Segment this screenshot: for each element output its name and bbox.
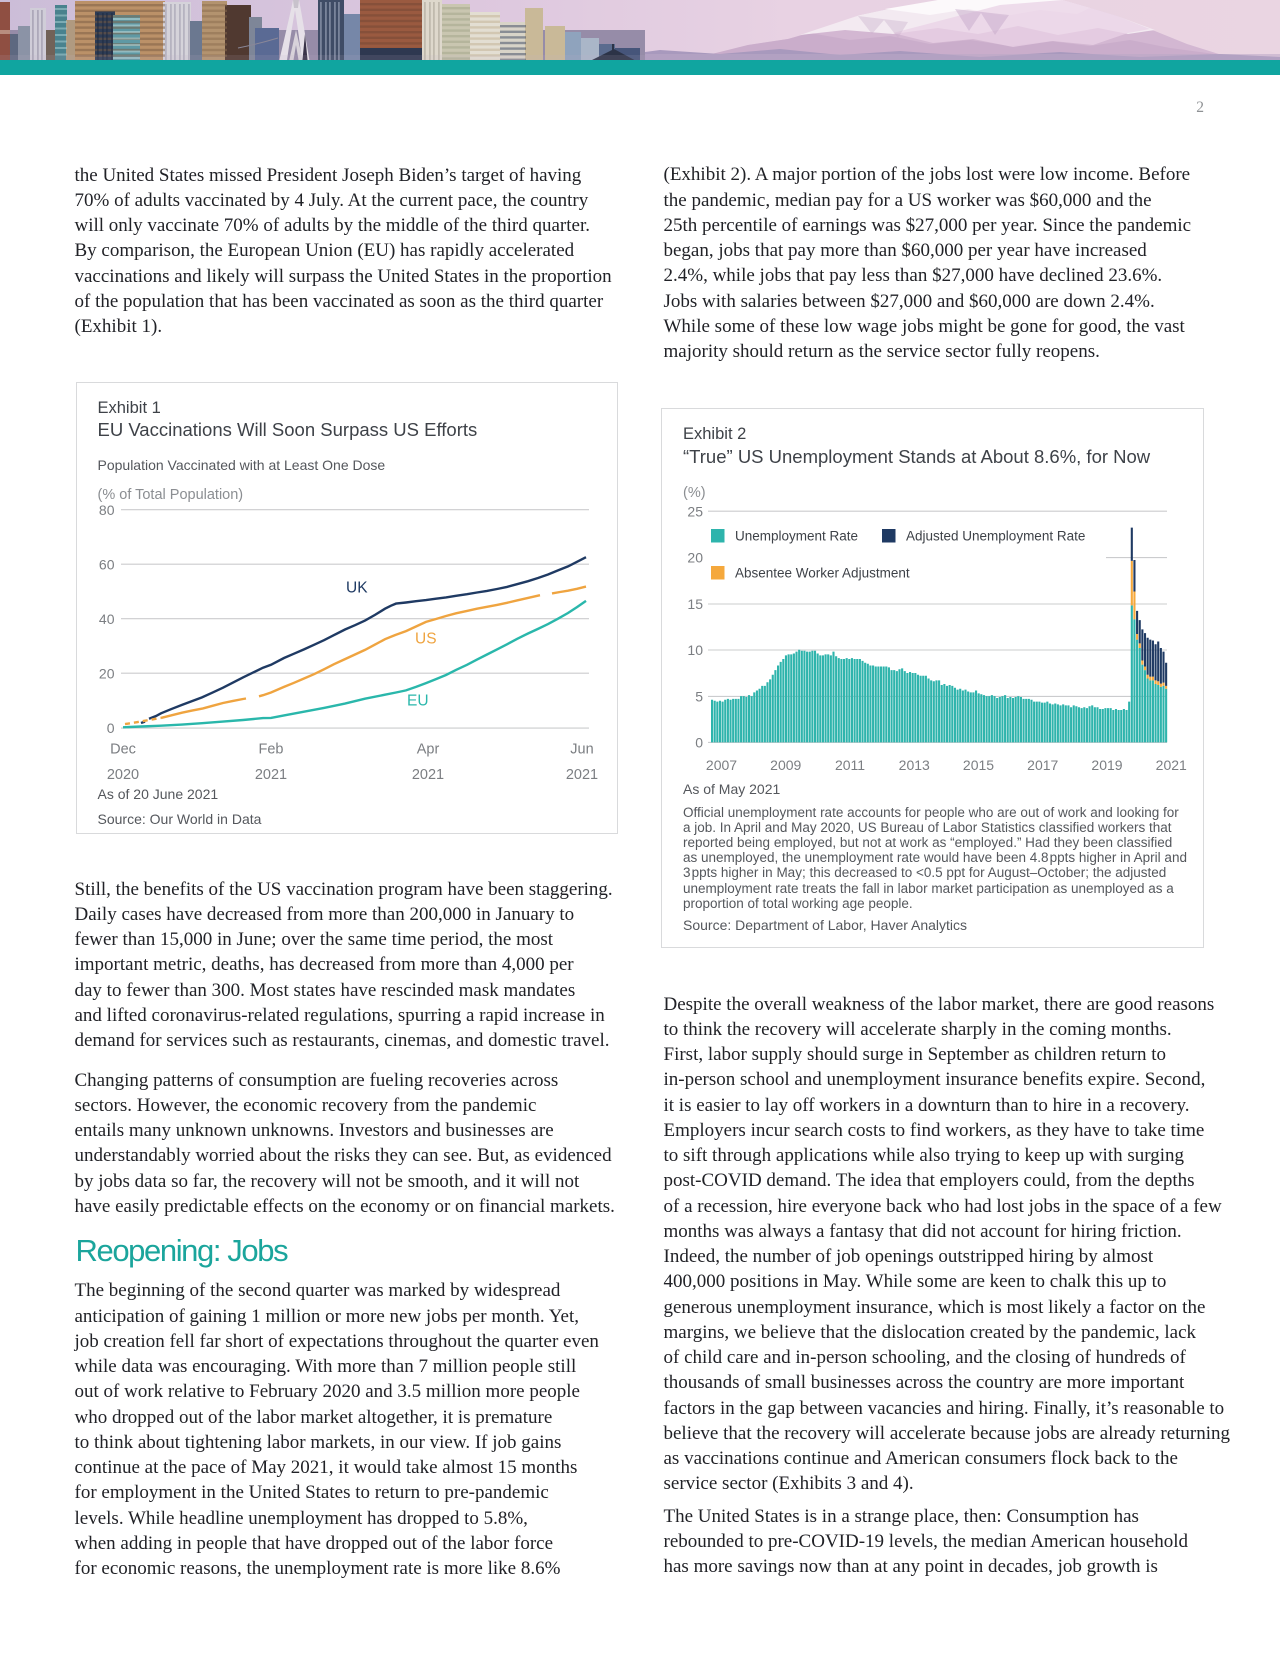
svg-text:Jun: Jun: [570, 742, 593, 758]
svg-text:Apr: Apr: [417, 742, 440, 758]
svg-text:2009: 2009: [770, 757, 801, 773]
svg-text:0: 0: [695, 735, 703, 751]
svg-text:15: 15: [687, 596, 703, 612]
svg-text:2021: 2021: [566, 767, 598, 783]
svg-text:2021: 2021: [255, 767, 287, 783]
svg-text:Dec: Dec: [110, 742, 136, 758]
svg-text:2019: 2019: [1091, 757, 1122, 773]
svg-text:2011: 2011: [835, 757, 865, 773]
svg-text:80: 80: [99, 502, 115, 518]
svg-text:2015: 2015: [963, 757, 994, 773]
svg-text:US: US: [415, 631, 437, 648]
svg-text:20: 20: [99, 665, 115, 681]
svg-text:60: 60: [99, 556, 115, 572]
svg-text:2013: 2013: [899, 757, 930, 773]
svg-text:Feb: Feb: [259, 742, 284, 758]
svg-text:40: 40: [99, 611, 115, 627]
svg-text:2020: 2020: [107, 767, 139, 783]
svg-text:2017: 2017: [1027, 757, 1058, 773]
svg-text:Absentee Worker Adjustment: Absentee Worker Adjustment: [735, 565, 910, 580]
svg-text:EU: EU: [407, 693, 429, 710]
svg-text:25: 25: [687, 503, 703, 519]
svg-text:UK: UK: [346, 580, 368, 597]
svg-text:2021: 2021: [1156, 757, 1187, 773]
svg-text:2021: 2021: [412, 767, 444, 783]
svg-text:10: 10: [687, 642, 703, 658]
svg-text:0: 0: [107, 720, 115, 736]
svg-text:2007: 2007: [706, 757, 737, 773]
svg-text:Unemployment Rate: Unemployment Rate: [735, 528, 858, 543]
svg-text:5: 5: [695, 689, 703, 705]
svg-text:Adjusted Unemployment Rate: Adjusted Unemployment Rate: [906, 528, 1085, 543]
svg-text:20: 20: [687, 550, 703, 566]
